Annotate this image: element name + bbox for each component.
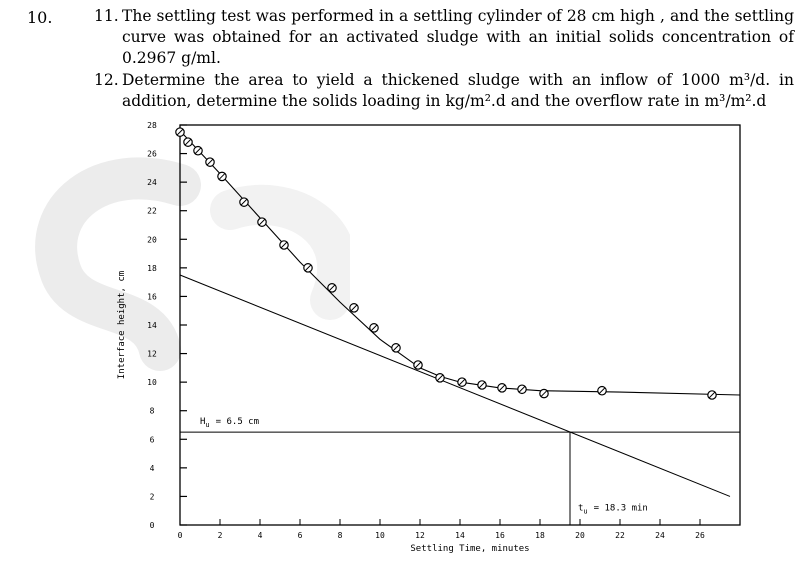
x-tick-label: 0 — [178, 531, 183, 540]
data-point-slash — [518, 385, 526, 393]
x-tick-label: 10 — [375, 531, 385, 540]
tu-symbol: t — [578, 504, 583, 514]
tu-value: = 18.3 min — [594, 504, 648, 514]
y-tick-label: 26 — [147, 150, 157, 159]
y-tick-label: 18 — [147, 264, 157, 273]
y-tick-label: 6 — [150, 435, 155, 444]
tu-annotation: tu = 18.3 min — [578, 504, 648, 516]
data-point-slash — [218, 173, 226, 180]
y-tick-label: 12 — [147, 350, 157, 359]
data-point-slash — [304, 264, 312, 272]
y-tick-label: 24 — [147, 178, 157, 187]
y-tick-label: 28 — [147, 121, 157, 130]
data-point-slash — [258, 218, 266, 226]
data-point-slash — [328, 284, 336, 292]
y-tick-label: 10 — [147, 378, 157, 387]
data-point-slash — [392, 344, 400, 352]
x-tick-label: 6 — [298, 531, 303, 540]
x-tick-label: 24 — [655, 531, 665, 540]
data-point-slash — [598, 387, 606, 395]
x-tick-label: 2 — [218, 531, 223, 540]
hu-annotation: Hu = 6.5 cm — [200, 417, 259, 429]
question-12-number: 12. — [94, 71, 119, 89]
data-point-slash — [194, 147, 202, 155]
question-12: 12. Determine the area to yield a thicke… — [94, 70, 794, 112]
tu-subscript: u — [583, 508, 587, 516]
data-point-slash — [206, 158, 214, 166]
y-tick-label: 22 — [147, 207, 157, 216]
settling-curve — [179, 130, 741, 396]
x-tick-label: 16 — [495, 531, 505, 540]
x-tick-label: 26 — [695, 531, 705, 540]
x-tick-label: 20 — [575, 531, 585, 540]
y-tick-label: 16 — [147, 292, 157, 301]
data-point-slash — [350, 304, 358, 312]
plot-frame — [179, 124, 741, 526]
data-point-slash — [540, 390, 548, 397]
question-11-number: 11. — [94, 7, 119, 25]
x-tick-label: 14 — [455, 531, 465, 540]
x-tick-label: 12 — [415, 531, 425, 540]
data-point-slash — [184, 138, 192, 146]
question-11: 11. The settling test was performed in a… — [94, 6, 794, 69]
data-point-slash — [478, 381, 486, 389]
data-point-slash — [458, 378, 466, 386]
question-number: 10. — [27, 8, 53, 27]
x-axis-label: Settling Time, minutes — [410, 544, 529, 554]
x-tick-label: 8 — [338, 531, 343, 540]
hu-symbol: H — [200, 417, 205, 427]
x-tick-label: 18 — [535, 531, 545, 540]
data-point-slash — [280, 241, 288, 249]
tangent-line — [179, 274, 731, 497]
data-point-slash — [176, 128, 184, 136]
x-tick-label: 22 — [615, 531, 625, 540]
hu-value: = 6.5 cm — [216, 417, 259, 427]
y-tick-label: 8 — [150, 407, 155, 416]
data-point-slash — [436, 374, 444, 382]
x-tick-label: 4 — [258, 531, 263, 540]
y-tick-label: 20 — [147, 235, 157, 244]
data-point-slash — [708, 391, 716, 399]
y-tick-label: 2 — [150, 492, 155, 501]
question-11-text: The settling test was performed in a set… — [122, 7, 794, 67]
y-tick-label: 4 — [150, 464, 155, 473]
y-tick-label: 14 — [147, 321, 157, 330]
data-point-slash — [414, 361, 422, 369]
y-tick-label: 0 — [150, 521, 155, 530]
question-12-text: Determine the area to yield a thickened … — [122, 71, 794, 110]
data-point-slash — [498, 384, 506, 392]
data-point-slash — [370, 324, 378, 332]
hu-subscript: u — [205, 421, 209, 429]
y-axis-label: Interface height, cm — [117, 271, 127, 379]
data-point-slash — [240, 198, 248, 206]
